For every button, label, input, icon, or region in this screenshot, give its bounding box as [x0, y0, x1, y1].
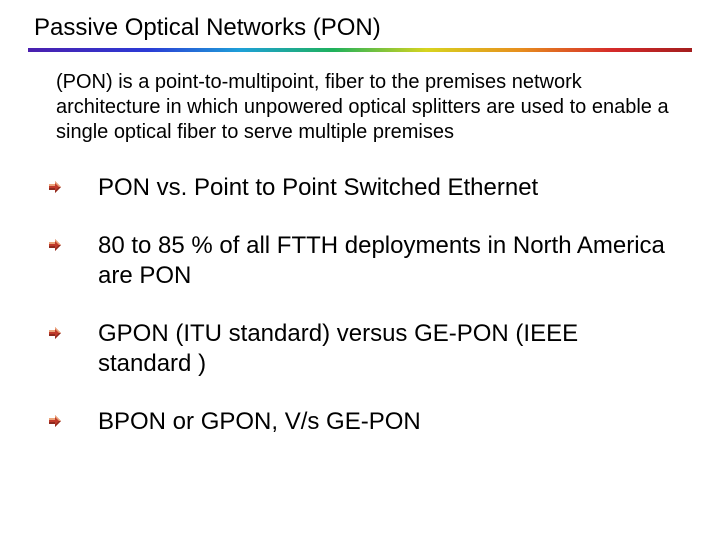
bullet-text: BPON or GPON, V/s GE-PON — [98, 407, 421, 437]
intro-paragraph: (PON) is a point-to-multipoint, fiber to… — [56, 70, 674, 145]
gradient-rule — [28, 48, 692, 52]
list-item: 80 to 85 % of all FTTH deployments in No… — [48, 231, 674, 291]
arrow-icon — [48, 326, 62, 340]
slide-title: Passive Optical Networks (PON) — [34, 14, 692, 42]
bullet-text: PON vs. Point to Point Switched Ethernet — [98, 173, 538, 203]
arrow-icon — [48, 180, 62, 194]
arrow-icon — [48, 238, 62, 252]
list-item: BPON or GPON, V/s GE-PON — [48, 407, 674, 437]
bullet-list: PON vs. Point to Point Switched Ethernet… — [48, 173, 674, 437]
slide: Passive Optical Networks (PON) (PON) is … — [0, 0, 720, 540]
bullet-text: GPON (ITU standard) versus GE-PON (IEEE … — [98, 319, 674, 379]
bullet-text: 80 to 85 % of all FTTH deployments in No… — [98, 231, 674, 291]
list-item: PON vs. Point to Point Switched Ethernet — [48, 173, 674, 203]
arrow-icon — [48, 414, 62, 428]
list-item: GPON (ITU standard) versus GE-PON (IEEE … — [48, 319, 674, 379]
